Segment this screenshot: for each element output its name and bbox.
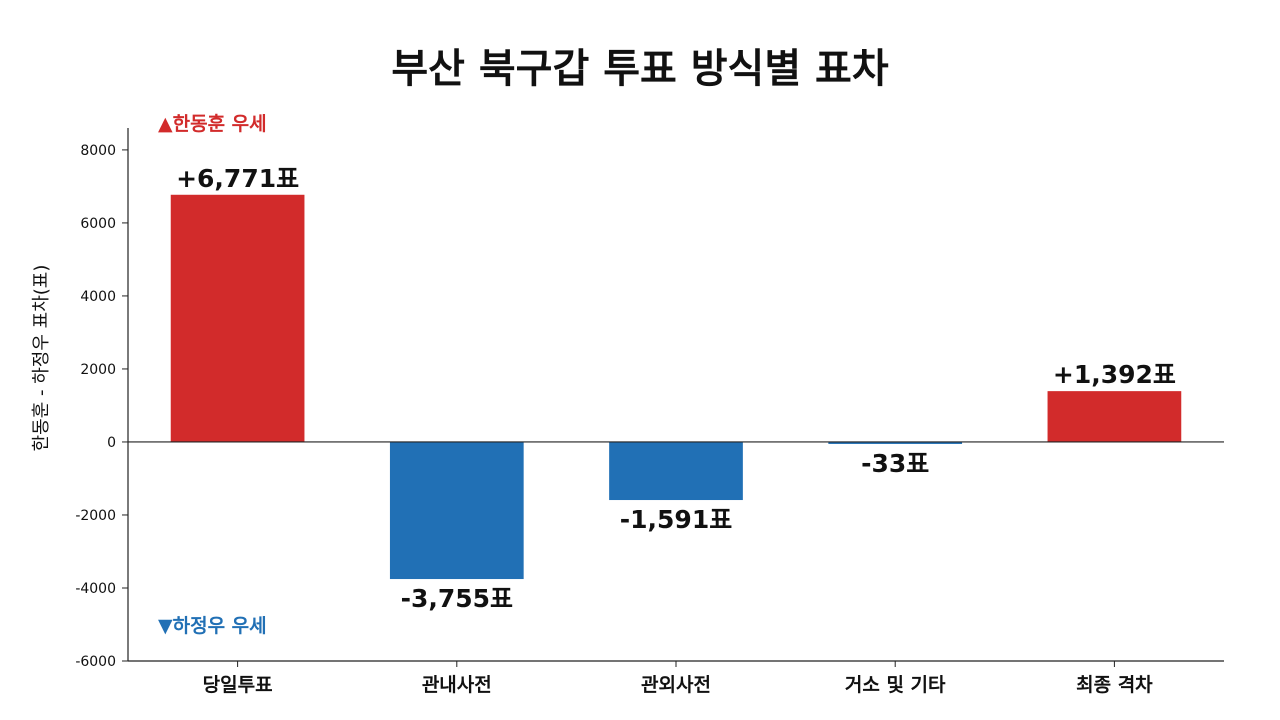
annotation-bottom: ▼하정우 우세 xyxy=(158,615,267,637)
y-tick-label-7: -6000 xyxy=(75,654,116,670)
chart-title: 부산 북구갑 투표 방식별 표차 xyxy=(391,46,889,92)
x-tick-label-2: 관외사전 xyxy=(641,674,711,696)
bar-0 xyxy=(170,194,305,442)
x-tick-label-4: 최종 격차 xyxy=(1076,674,1153,696)
x-tick-label-0: 당일투표 xyxy=(203,674,273,696)
data-label-3: -33표 xyxy=(861,449,929,478)
y-tick-label-3: 2000 xyxy=(80,362,116,378)
x-tick-label-3: 거소 및 기타 xyxy=(845,674,946,696)
bar-3 xyxy=(828,441,963,444)
bar-2 xyxy=(609,441,743,501)
y-tick-label-6: -4000 xyxy=(75,581,116,597)
data-label-2: -1,591표 xyxy=(620,505,732,534)
y-tick-label-5: -2000 xyxy=(75,508,116,524)
y-tick-label-2: 4000 xyxy=(80,289,116,305)
y-tick-label-0: 8000 xyxy=(80,143,116,159)
data-label-4: +1,392표 xyxy=(1053,360,1176,389)
y-tick-label-4: 0 xyxy=(107,435,116,451)
y-axis-label: 한동훈 - 하정우 표차(표) xyxy=(31,265,52,452)
data-label-1: -3,755표 xyxy=(401,584,513,613)
y-tick-label-1: 6000 xyxy=(80,216,116,232)
bar-4 xyxy=(1047,391,1182,442)
x-tick-label-1: 관내사전 xyxy=(422,674,492,696)
bar-1 xyxy=(389,441,524,580)
annotation-top: ▲한동훈 우세 xyxy=(158,112,267,135)
data-label-0: +6,771표 xyxy=(176,164,299,193)
